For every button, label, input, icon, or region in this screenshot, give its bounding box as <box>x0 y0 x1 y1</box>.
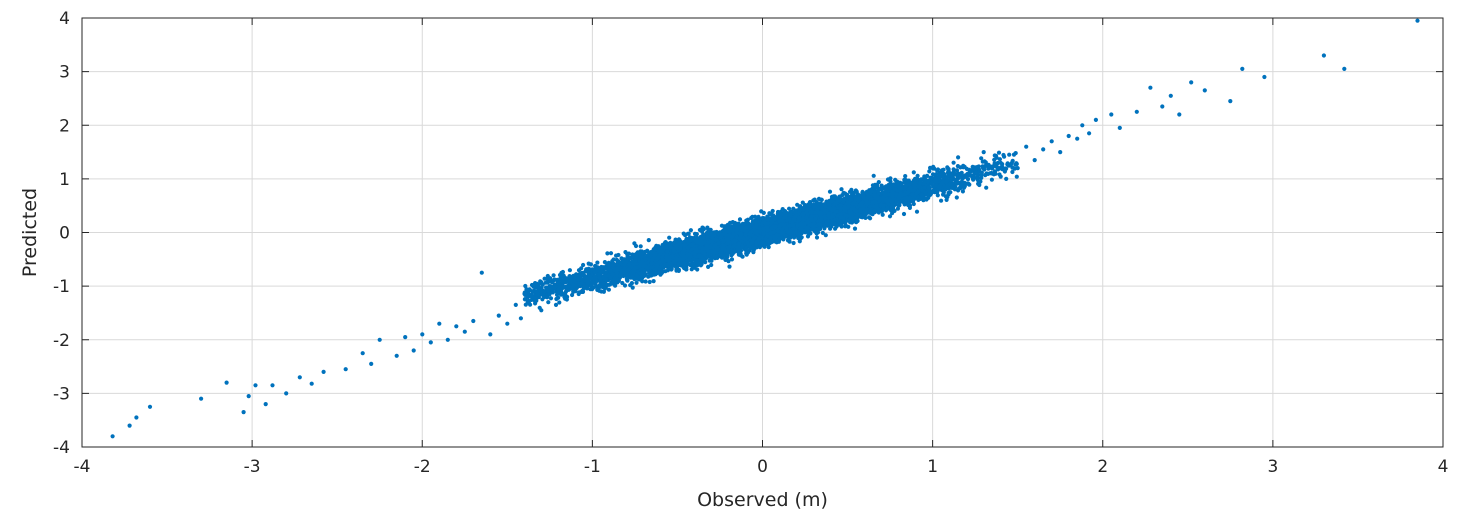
data-point <box>638 244 643 249</box>
data-point <box>570 292 575 298</box>
data-point <box>897 203 902 208</box>
data-point <box>1014 161 1019 167</box>
data-point <box>745 217 751 222</box>
data-point <box>548 296 554 301</box>
data-point <box>823 233 828 238</box>
data-point <box>533 301 538 306</box>
data-point <box>634 280 639 285</box>
data-point <box>594 284 599 289</box>
data-point <box>551 273 556 278</box>
data-point <box>960 189 966 194</box>
data-point <box>616 252 621 258</box>
data-point <box>523 283 528 289</box>
data-point <box>797 239 802 244</box>
data-point <box>606 287 612 292</box>
data-point <box>933 172 939 177</box>
data-point <box>935 193 940 198</box>
data-point <box>602 260 608 265</box>
data-point <box>620 280 625 286</box>
data-point <box>546 300 551 305</box>
data-point <box>1011 152 1017 157</box>
data-point <box>766 245 771 250</box>
data-point <box>567 268 573 273</box>
data-point <box>996 150 1002 155</box>
data-point <box>954 195 959 200</box>
data-point <box>737 217 743 222</box>
data-point <box>827 189 833 194</box>
data-point <box>951 167 956 172</box>
data-point <box>903 174 908 179</box>
data-point <box>939 198 944 203</box>
data-point <box>914 209 920 214</box>
data-point <box>727 264 732 269</box>
data-point <box>553 302 559 307</box>
data-point <box>787 206 792 211</box>
data-point <box>688 228 694 233</box>
data-point <box>849 187 854 192</box>
data-point <box>839 187 844 192</box>
data-point <box>608 251 614 256</box>
data-point <box>1005 162 1010 167</box>
data-point <box>791 240 796 246</box>
data-point <box>814 235 820 240</box>
data-point <box>615 259 620 264</box>
data-point <box>906 202 911 208</box>
data-point <box>887 214 893 219</box>
data-point <box>955 180 960 185</box>
data-point <box>557 300 562 305</box>
data-point <box>795 202 800 207</box>
data-point <box>819 197 824 202</box>
data-point <box>911 201 916 207</box>
data-point <box>550 288 555 294</box>
data-point <box>871 173 876 178</box>
data-point <box>822 226 827 231</box>
data-points <box>110 18 1420 439</box>
data-point <box>751 250 756 255</box>
data-point <box>706 264 711 269</box>
data-point <box>880 212 885 217</box>
data-point <box>901 211 907 217</box>
data-point <box>931 164 936 169</box>
data-point <box>651 279 656 284</box>
data-point <box>1004 176 1009 181</box>
data-point <box>863 215 868 220</box>
